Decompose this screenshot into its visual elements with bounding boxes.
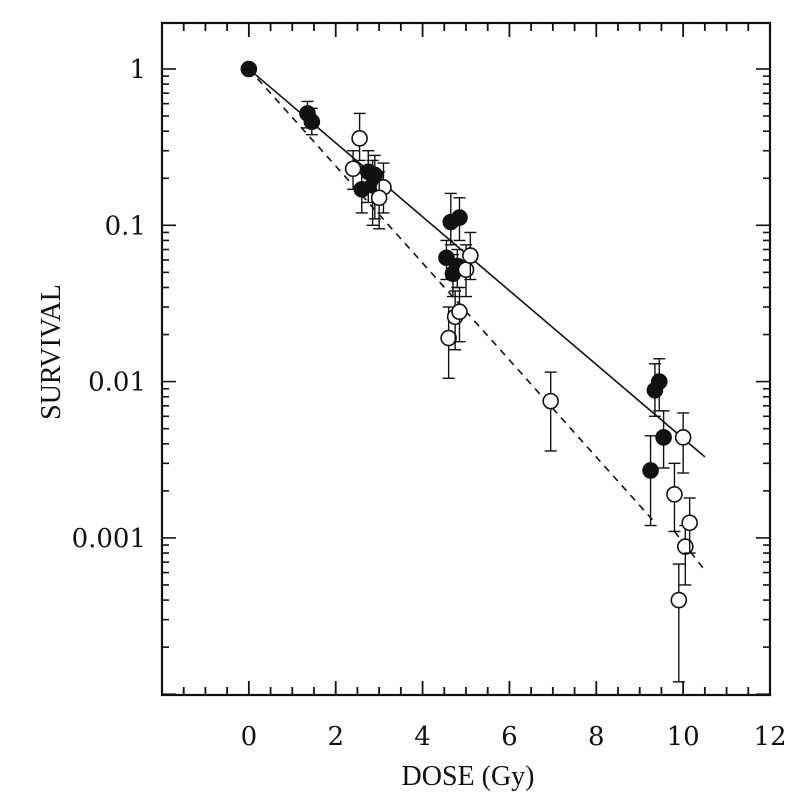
data-point-filled	[642, 462, 659, 479]
data-point-filled	[650, 373, 668, 390]
data-point-open	[674, 429, 692, 446]
plot-area	[160, 21, 772, 697]
x-tick-label: 12	[753, 722, 786, 752]
data-point-open	[462, 247, 479, 264]
data-point-open	[457, 261, 475, 278]
data-point-open	[677, 538, 694, 555]
fit-line-solid	[248, 68, 706, 458]
y-tick-label: 0.001	[72, 524, 146, 554]
x-tick-label: 10	[667, 722, 700, 752]
x-tick-label: 2	[327, 722, 344, 752]
data-point-open	[344, 160, 362, 178]
y-tick-label: 0.1	[105, 211, 146, 241]
x-tick-labels: 0 2 4 6 8 10 12	[241, 722, 787, 752]
x-tick-label: 6	[501, 722, 518, 752]
fit-line-dashed	[673, 530, 706, 571]
data-point-open	[666, 486, 683, 503]
y-tick-label: 1	[129, 55, 146, 85]
x-tick-label: 4	[414, 722, 431, 752]
x-tick-label: 0	[241, 722, 258, 752]
axis-ticks	[161, 23, 771, 696]
y-axis-label: SURVIVAL	[36, 284, 67, 420]
series-filled	[240, 60, 672, 527]
data-point-open	[440, 329, 457, 347]
fit-line-dashed	[248, 68, 654, 521]
data-point-filled	[655, 429, 672, 446]
data-point-filled	[451, 209, 468, 226]
series-open	[344, 112, 698, 683]
data-point-filled	[303, 113, 321, 131]
data-point-open	[681, 514, 698, 532]
data-point-open	[370, 189, 388, 207]
data-point-open	[542, 392, 559, 410]
data-point-open	[670, 591, 688, 609]
data-point-open	[351, 130, 368, 147]
y-tick-labels: 1 0.1 0.01 0.001	[72, 55, 146, 554]
data-point-filled	[240, 60, 258, 78]
data-point-open	[451, 303, 468, 321]
y-tick-label: 0.01	[88, 368, 146, 398]
x-axis-label: DOSE (Gy)	[402, 761, 535, 792]
x-tick-label: 8	[588, 722, 605, 752]
